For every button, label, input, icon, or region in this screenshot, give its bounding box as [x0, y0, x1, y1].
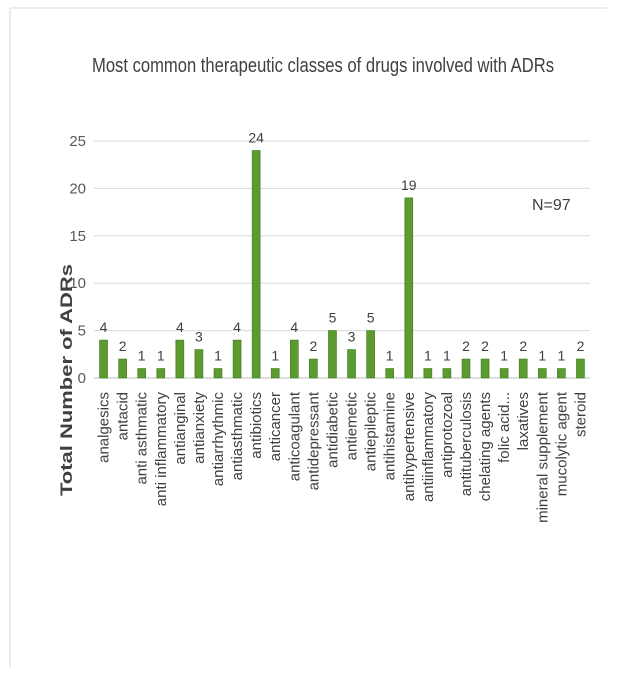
category-label: steroid — [572, 392, 589, 437]
bar — [137, 368, 146, 379]
category-label: antiinflammatory — [420, 392, 437, 503]
data-label: 5 — [367, 310, 375, 326]
data-label: 1 — [443, 348, 451, 364]
data-label: 4 — [233, 319, 241, 335]
category-label: antihistamine — [382, 392, 399, 480]
bar — [366, 330, 375, 379]
category-label: antiemetic — [344, 392, 361, 461]
bar — [404, 197, 414, 379]
bar — [328, 330, 337, 379]
data-label: 2 — [462, 338, 470, 354]
data-label: 2 — [309, 338, 317, 354]
y-tick-label: 5 — [78, 323, 86, 340]
bar — [213, 368, 223, 379]
sample-size-annotation: N=97 — [532, 197, 571, 214]
data-label: 4 — [290, 319, 298, 335]
y-tick-label: 20 — [69, 180, 86, 197]
bar — [347, 349, 356, 379]
category-label: anticoagulant — [286, 391, 303, 481]
data-label: 19 — [401, 177, 417, 193]
data-label: 4 — [100, 319, 108, 335]
data-label: 1 — [557, 348, 565, 364]
category-label: mineral supplement — [534, 391, 551, 523]
category-label: anti inflammatory — [153, 392, 170, 507]
bar — [270, 368, 280, 379]
data-label: 4 — [176, 319, 184, 335]
bar — [385, 368, 394, 379]
category-label: antihypertensive — [401, 392, 418, 501]
category-label: antianxiety — [191, 392, 208, 464]
y-tick-label: 10 — [69, 275, 86, 292]
bar — [290, 339, 299, 379]
data-label: 1 — [214, 348, 222, 364]
bar — [461, 358, 471, 379]
category-label: antiprotozoal — [439, 392, 456, 478]
category-label: anticancer — [267, 392, 284, 461]
bar — [538, 368, 547, 379]
bars — [99, 150, 585, 379]
data-label: 2 — [519, 338, 527, 354]
category-label: antidiabetic — [324, 392, 341, 468]
y-axis-ticks: 0 5 10 15 20 25 — [69, 133, 86, 387]
bar — [518, 358, 528, 379]
data-label: 3 — [195, 329, 203, 345]
data-label: 1 — [500, 348, 508, 364]
category-label: chelating agents — [477, 392, 494, 501]
y-tick-label: 0 — [78, 370, 86, 387]
category-label: antacid — [115, 392, 132, 440]
category-label: folic acid... — [496, 392, 513, 463]
bar — [232, 339, 242, 379]
data-label: 2 — [577, 338, 585, 354]
data-label: 1 — [538, 348, 546, 364]
data-label: 1 — [424, 348, 432, 364]
data-label: 1 — [271, 348, 279, 364]
category-label: antiarrhythmic — [210, 392, 227, 487]
category-label: antibiotics — [248, 392, 265, 459]
bar — [576, 358, 585, 379]
bar — [99, 339, 108, 379]
data-label: 1 — [386, 348, 394, 364]
bar — [175, 339, 185, 379]
y-axis-label: Total Number of ADRs — [57, 264, 76, 496]
bar — [442, 368, 452, 379]
bar — [251, 150, 261, 379]
bar — [118, 358, 127, 379]
category-label: anti asthmatic — [134, 392, 151, 485]
bar — [423, 368, 433, 379]
chart-title: Most common therapeutic classes of drugs… — [92, 55, 554, 77]
bar — [194, 349, 204, 379]
category-label: antidepressant — [305, 391, 322, 490]
y-tick-label: 15 — [69, 228, 86, 245]
category-label: analgesics — [96, 392, 113, 463]
category-label: mucolytic agent — [553, 391, 570, 496]
data-label: 24 — [248, 129, 264, 145]
bar — [309, 358, 318, 379]
bar — [480, 358, 490, 379]
data-label: 1 — [138, 348, 146, 364]
category-label: antiasthmatic — [229, 392, 246, 481]
data-label: 3 — [348, 329, 356, 345]
category-label: antituberculosis — [458, 392, 475, 496]
bar — [499, 368, 509, 379]
data-label: 1 — [157, 348, 165, 364]
bar — [156, 368, 166, 379]
y-tick-label: 25 — [69, 133, 86, 150]
category-label: antianginal — [172, 392, 189, 465]
category-label: antiepileptic — [363, 392, 380, 472]
bar — [557, 368, 566, 379]
gridlines — [94, 140, 590, 379]
data-label: 2 — [119, 338, 127, 354]
category-label: laxatives — [515, 392, 532, 450]
data-label: 5 — [329, 310, 337, 326]
category-labels: analgesics antacid anti asthmatic anti infl… — [96, 391, 590, 523]
data-label: 2 — [481, 338, 489, 354]
